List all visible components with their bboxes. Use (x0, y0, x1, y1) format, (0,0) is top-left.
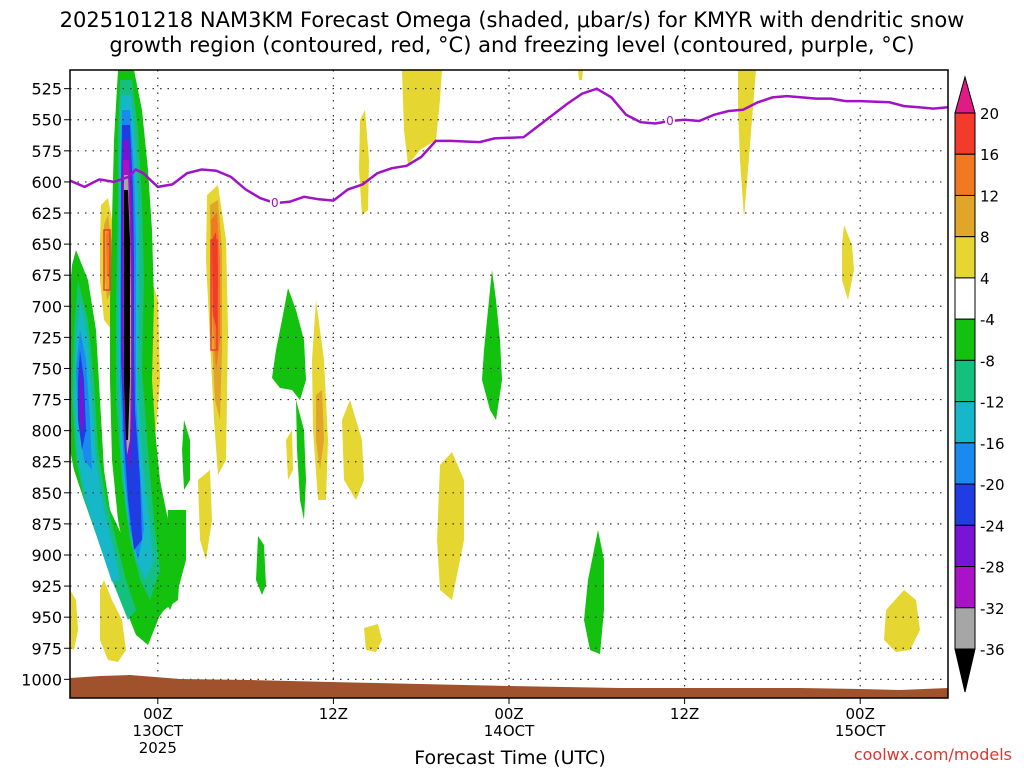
y-tick-label: 875 (31, 515, 62, 534)
y-tick-label: 800 (31, 422, 62, 441)
x-tick-label: 00Z (143, 705, 172, 723)
colorbar-bin (954, 318, 976, 361)
colorbar-bin (954, 483, 976, 526)
omega-descent-tiny (578, 70, 583, 80)
colorbar-bin (954, 112, 976, 155)
colorbar-label: 20 (980, 105, 999, 123)
y-axis: 525 550 575 600 625 650 675 700 725 750 775 800 825 8… (21, 80, 70, 689)
y-tick-label: 925 (31, 577, 62, 596)
x-tick-label: 2025 (139, 739, 177, 757)
omega-descent-20z (437, 452, 464, 600)
x-tick-label: 00Z (846, 705, 875, 723)
omega-descent-15z-top (359, 110, 369, 215)
omega-ascent-10z-tail (296, 400, 306, 520)
omega-ascent-23z (482, 270, 502, 420)
omega-ascent-09z (272, 288, 306, 400)
colorbar-bin (954, 194, 976, 238)
y-tick-label: 825 (31, 453, 62, 472)
dgz-contour-04z (210, 239, 218, 351)
omega-shading (70, 70, 920, 662)
y-tick-label: 775 (31, 391, 62, 410)
x-tick-label: 13OCT (133, 722, 184, 740)
freezing-level-labels: 00 (269, 112, 675, 210)
dgz-contour-early (103, 229, 111, 291)
colorbar-label: -20 (980, 476, 1005, 494)
colorbar-bin (954, 566, 976, 609)
colorbar-bin (954, 359, 976, 403)
y-tick-label: 850 (31, 484, 62, 503)
freezing-level-label: 0 (666, 114, 674, 128)
y-tick-label: 625 (31, 204, 62, 223)
y-tick-label: 950 (31, 608, 62, 627)
y-tick-label: 575 (31, 142, 62, 161)
omega-descent-18z (402, 70, 442, 165)
y-tick-label: 750 (31, 359, 62, 378)
x-tick-label: 12Z (670, 705, 699, 723)
colorbar-label: 16 (980, 146, 999, 164)
freezing-level-label: 0 (271, 196, 279, 210)
colorbar-label: -36 (980, 641, 1005, 659)
x-tick-label: 00Z (494, 705, 523, 723)
omega-ascent-28z (584, 530, 604, 654)
colorbar-label: 8 (980, 229, 990, 247)
y-tick-label: 600 (31, 173, 62, 192)
x-tick-label: 12Z (319, 705, 348, 723)
colorbar-bin (954, 236, 976, 279)
chart-title-line1: 2025101218 NAM3KM Forecast Omega (shaded… (60, 8, 965, 32)
colorbar-label: -24 (980, 517, 1005, 535)
omega-descent-first-low (70, 590, 78, 650)
y-tick-label: 675 (31, 266, 62, 285)
omega-descent-03z (198, 470, 212, 560)
y-tick-label: 700 (31, 297, 62, 316)
colorbar-label: -4 (980, 311, 995, 329)
omega-descent-11z (286, 430, 293, 480)
omega-descent-51z (884, 590, 920, 652)
colorbar: 20 16 12 8 4 -4 -8 -12 -16 -20 -24 -28 -32 -36 (954, 75, 1005, 693)
colorbar-label: 12 (980, 187, 999, 205)
y-tick-label: 900 (31, 546, 62, 565)
colorbar-bin (954, 524, 976, 568)
colorbar-bin (954, 442, 976, 485)
freezing-level-line (70, 87, 948, 205)
x-tick-label: 15OCT (835, 722, 886, 740)
terrain-fill (70, 675, 948, 698)
colorbar-label: -12 (980, 394, 1005, 412)
colorbar-label: 4 (980, 270, 990, 288)
colorbar-bin (954, 401, 976, 444)
omega-descent-early-low (100, 580, 126, 662)
colorbar-bin (954, 277, 976, 320)
colorbar-label: -8 (980, 352, 995, 370)
colorbar-top-arrow (954, 75, 976, 114)
omega-ascent-07z (256, 536, 266, 595)
omega-ascent-early-green (182, 420, 190, 490)
y-tick-label: 550 (31, 111, 62, 130)
credit-text: coolwx.com/models (854, 745, 1012, 764)
y-tick-label: 525 (31, 80, 62, 99)
freezing-label-bg (664, 112, 675, 127)
omega-descent-14z (342, 400, 364, 500)
y-tick-label: 650 (31, 235, 62, 254)
colorbar-label: -16 (980, 435, 1005, 453)
colorbar-label: -32 (980, 600, 1005, 618)
freezing-label-bg (269, 195, 280, 210)
omega-descent-38z (738, 70, 756, 218)
omega-descent-mid-low (364, 624, 382, 652)
colorbar-bottom-arrow (954, 648, 976, 693)
x-tick-label: 14OCT (484, 722, 535, 740)
omega-descent-13z-core (316, 390, 324, 470)
colorbar-bin (954, 153, 976, 196)
colorbar-label: -28 (980, 559, 1005, 577)
colorbar-bin (954, 607, 976, 650)
y-tick-label: 725 (31, 328, 62, 347)
y-tick-label: 975 (31, 639, 62, 658)
omega-ascent-plume-violet (79, 365, 84, 435)
y-tick-label: 1000 (21, 670, 62, 689)
omega-ascent-plume-green (70, 250, 158, 645)
omega-ascent-core-black (124, 190, 130, 440)
chart-title-line2: growth region (contoured, red, °C) and f… (109, 33, 914, 57)
x-axis-label: Forecast Time (UTC) (414, 747, 605, 768)
